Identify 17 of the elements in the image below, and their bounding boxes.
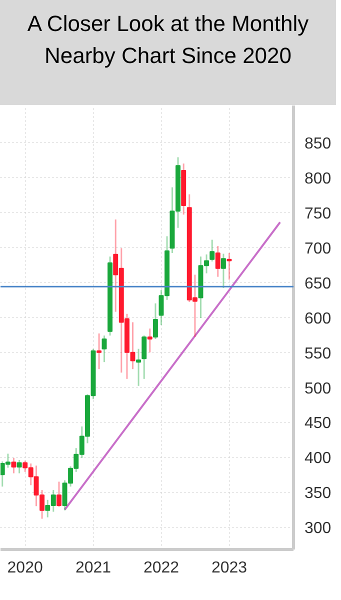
y-tick-label: 850 xyxy=(304,136,332,153)
y-tick-label: 300 xyxy=(304,520,332,538)
y-tick-label: 450 xyxy=(304,415,332,432)
y-tick-label: 500 xyxy=(304,380,332,398)
y-tick-label: 550 xyxy=(304,345,332,362)
y-tick-label: 700 xyxy=(304,240,332,258)
x-tick-label: 2020 xyxy=(7,560,43,576)
y-tick-label: 400 xyxy=(304,450,332,468)
y-tick-label: 350 xyxy=(304,485,332,502)
y-tick-label: 650 xyxy=(304,275,332,292)
x-tick-label: 2023 xyxy=(211,560,248,576)
y-tick-label: 800 xyxy=(304,170,332,188)
x-tick-label: 2022 xyxy=(143,560,180,576)
chart-title: A Closer Look at the Monthly Nearby Chart Since 2020 xyxy=(26,10,310,70)
x-tick-label: 2021 xyxy=(75,560,112,576)
y-tick-label: 600 xyxy=(304,310,332,328)
y-tick-label: 750 xyxy=(304,205,332,222)
